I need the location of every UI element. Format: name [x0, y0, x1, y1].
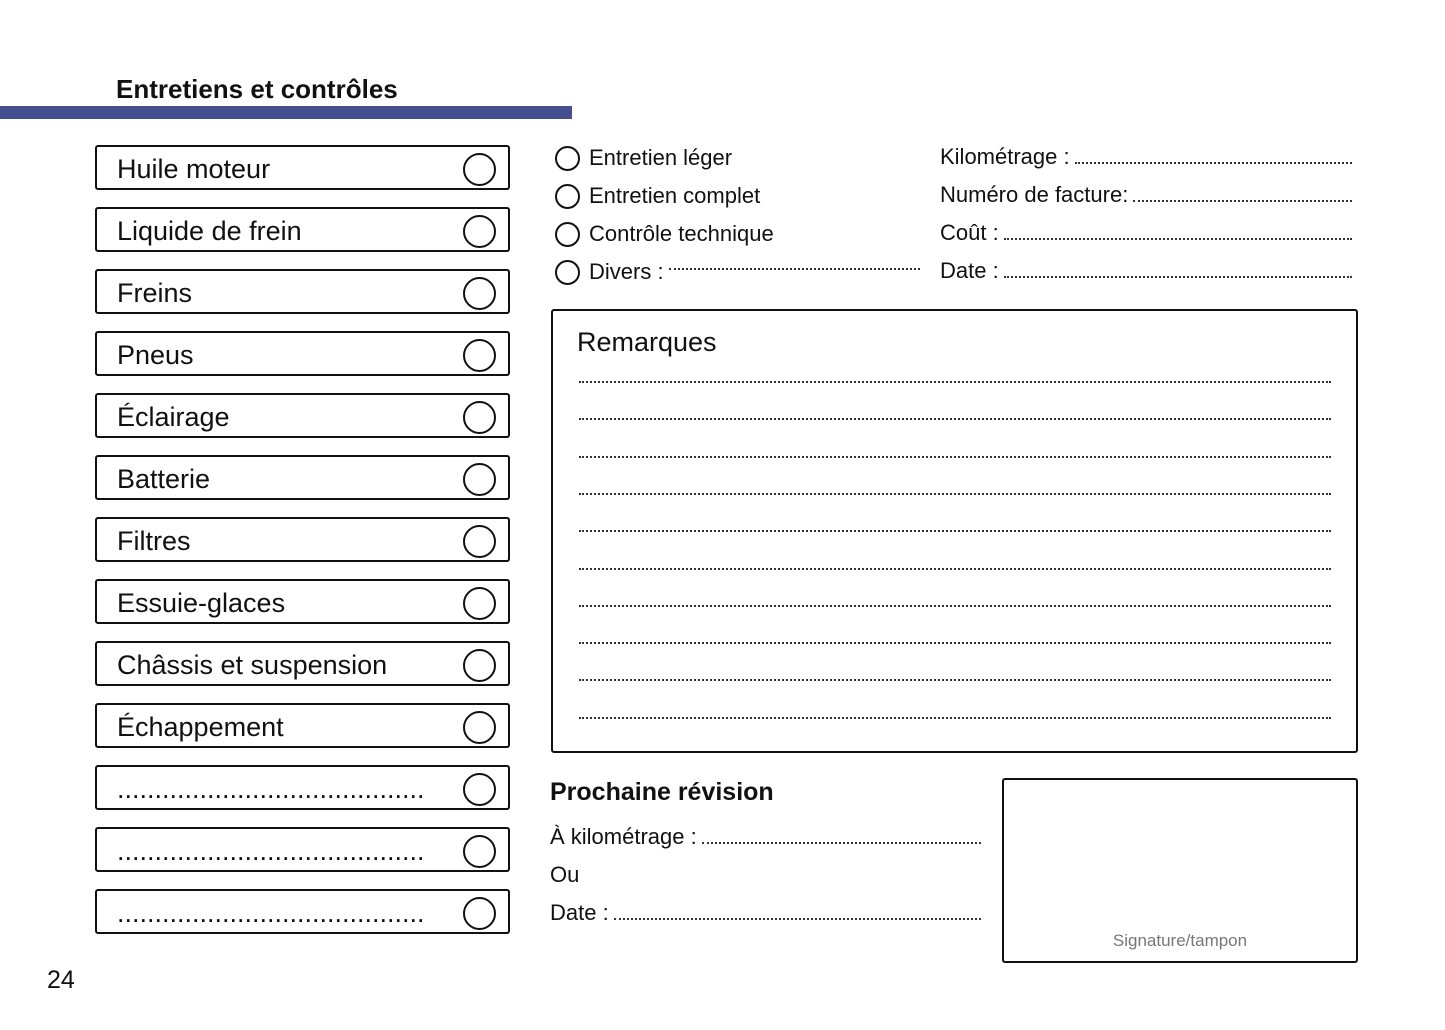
service-type-option[interactable]: Divers :: [555, 258, 920, 286]
remarks-fill-line[interactable]: [579, 381, 1331, 383]
signature-label: Signature/tampon: [1112, 931, 1248, 950]
field-label: Coût :: [940, 220, 999, 245]
checklist-label: Filtres: [117, 526, 191, 556]
checklist-label: Pneus: [117, 340, 194, 370]
fill-line[interactable]: [668, 268, 920, 270]
checkbox-circle-icon[interactable]: [463, 463, 496, 496]
checklist-label: ........................................…: [117, 898, 425, 928]
checkbox-circle-icon[interactable]: [463, 339, 496, 372]
remarks-fill-line[interactable]: [579, 455, 1331, 458]
checklist-label: Châssis et suspension: [117, 650, 388, 680]
fill-line[interactable]: [1003, 276, 1352, 278]
checklist-label: ........................................…: [117, 836, 425, 866]
next-date-field[interactable]: Date :: [550, 900, 981, 926]
fill-line[interactable]: [613, 918, 981, 920]
or-text: Ou: [550, 862, 981, 888]
checkbox-circle-icon[interactable]: [463, 277, 496, 310]
remarks-fill-line[interactable]: [579, 418, 1331, 421]
title-accent-bar: [0, 106, 572, 119]
remarks-fill-line[interactable]: [579, 604, 1331, 607]
radio-circle-icon[interactable]: [555, 221, 580, 247]
checklist-label: Freins: [117, 278, 193, 308]
checkbox-circle-icon[interactable]: [463, 649, 496, 682]
field-label: Kilométrage :: [940, 144, 1070, 169]
option-label: Divers :: [589, 259, 664, 284]
service-type-option[interactable]: Contrôle technique: [555, 220, 920, 248]
or-label: Ou: [550, 862, 580, 887]
checkbox-circle-icon[interactable]: [463, 215, 496, 248]
remarks-box: [551, 309, 1358, 753]
service-type-option[interactable]: Entretien complet: [555, 182, 920, 210]
fill-line[interactable]: [1003, 238, 1352, 240]
checklist-item[interactable]: Éclairage: [95, 393, 510, 438]
checklist-item[interactable]: Liquide de frein: [95, 207, 510, 252]
next-mileage-field[interactable]: À kilométrage :: [550, 824, 981, 850]
checklist-item[interactable]: Pneus: [95, 331, 510, 376]
checkbox-circle-icon[interactable]: [463, 525, 496, 558]
service-field[interactable]: Date :: [940, 258, 1352, 284]
page-number: 24: [47, 966, 75, 994]
checkbox-circle-icon[interactable]: [463, 835, 496, 868]
remarks-fill-line[interactable]: [579, 567, 1331, 570]
checklist-label: Liquide de frein: [117, 216, 302, 246]
checkbox-circle-icon[interactable]: [463, 897, 496, 930]
field-label: Numéro de facture:: [940, 182, 1129, 207]
remarks-fill-line[interactable]: [579, 716, 1331, 719]
checklist-item[interactable]: Batterie: [95, 455, 510, 500]
checklist-item[interactable]: Huile moteur: [95, 145, 510, 190]
remarks-fill-line[interactable]: [579, 642, 1331, 645]
page-title: Entretiens et contrôles: [116, 74, 398, 104]
next-date-label: Date :: [550, 900, 609, 925]
remarks-fill-line[interactable]: [579, 679, 1331, 682]
checklist-label: Essuie-glaces: [117, 588, 286, 618]
checkbox-circle-icon[interactable]: [463, 587, 496, 620]
checklist-item[interactable]: Essuie-glaces: [95, 579, 510, 624]
next-mileage-label: À kilométrage :: [550, 824, 697, 849]
remarks-fill-line[interactable]: [579, 492, 1331, 495]
service-field[interactable]: Numéro de facture:: [940, 182, 1352, 208]
radio-circle-icon[interactable]: [555, 259, 580, 285]
field-label: Date :: [940, 258, 999, 283]
checklist-label: ........................................…: [117, 774, 425, 804]
option-label: Contrôle technique: [589, 221, 774, 246]
remarks-title: Remarques: [577, 327, 717, 357]
checklist-item[interactable]: Échappement: [95, 703, 510, 748]
checklist-item[interactable]: ........................................…: [95, 765, 510, 810]
checklist-label: Éclairage: [117, 402, 230, 432]
radio-circle-icon[interactable]: [555, 145, 580, 171]
option-label: Entretien complet: [589, 183, 761, 208]
signature-box[interactable]: [1002, 778, 1358, 963]
checklist-label: Huile moteur: [117, 154, 271, 184]
fill-line[interactable]: [701, 842, 981, 844]
service-field[interactable]: Coût :: [940, 220, 1352, 246]
checklist-item[interactable]: ........................................…: [95, 827, 510, 872]
checklist-item[interactable]: ........................................…: [95, 889, 510, 934]
checklist-label: Échappement: [117, 712, 284, 742]
next-service-title: Prochaine révision: [550, 778, 774, 806]
checkbox-circle-icon[interactable]: [463, 401, 496, 434]
checklist-item[interactable]: Châssis et suspension: [95, 641, 510, 686]
fill-line[interactable]: [1074, 162, 1352, 164]
service-field[interactable]: Kilométrage :: [940, 144, 1352, 170]
checklist-item[interactable]: Freins: [95, 269, 510, 314]
checkbox-circle-icon[interactable]: [463, 773, 496, 806]
radio-circle-icon[interactable]: [555, 183, 580, 209]
service-type-option[interactable]: Entretien léger: [555, 144, 920, 172]
checklist-item[interactable]: Filtres: [95, 517, 510, 562]
option-label: Entretien léger: [589, 145, 733, 170]
remarks-fill-line[interactable]: [579, 530, 1331, 533]
checkbox-circle-icon[interactable]: [463, 153, 496, 186]
fill-line[interactable]: [1133, 200, 1352, 202]
checklist-label: Batterie: [117, 464, 211, 494]
checkbox-circle-icon[interactable]: [463, 711, 496, 744]
